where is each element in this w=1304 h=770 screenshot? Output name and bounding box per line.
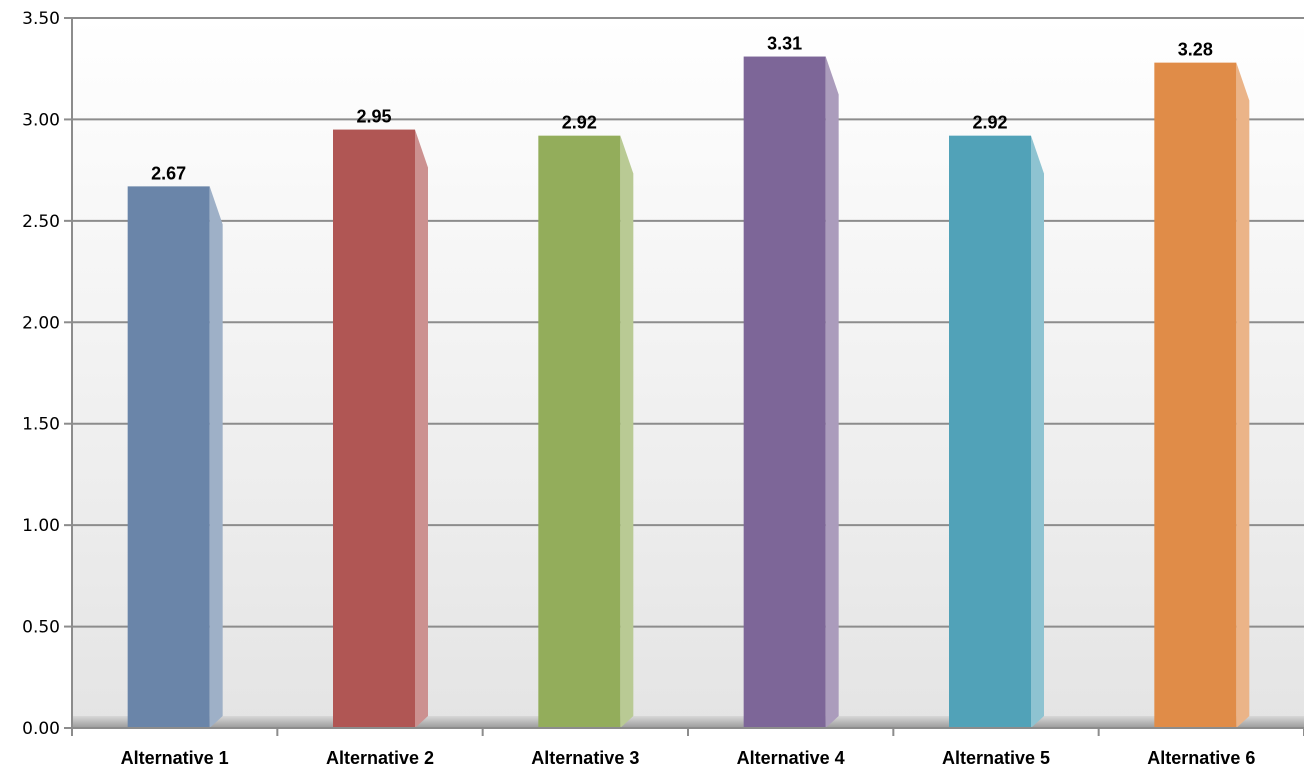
bar-value-label: 2.92 [972,113,1007,133]
gridlines [72,17,1304,628]
bar [1154,62,1237,729]
bar-value-label: 3.28 [1178,40,1213,60]
x-category-label: Alternative 6 [1147,748,1255,768]
axes [71,18,1304,736]
y-tick-label: 0.00 [22,719,60,739]
plot-area [72,18,1304,728]
bar-value-label: 2.67 [151,163,186,183]
bar [949,135,1031,728]
bar-side [415,129,428,729]
bars [127,56,1250,729]
x-category-label: Alternative 1 [121,748,229,768]
data-labels: 2.67 2.95 2.92 3.31 2.92 3.28 [151,34,1213,184]
y-axis-ticks: 0.00 0.50 1.00 1.50 2.00 2.50 3.00 3.50 [22,9,72,739]
bar [127,186,210,728]
bar-value-label: 2.92 [562,113,597,133]
chart-floor [72,716,1304,728]
bar [333,129,415,729]
bar-side [209,186,223,728]
x-axis-labels: Alternative 1 Alternative 2 Alternative 3 A… [121,748,1256,768]
bar-value-label: 2.95 [356,107,391,127]
bar-side [1236,62,1250,729]
y-tick-label: 1.00 [22,516,60,536]
x-category-label: Alternative 3 [531,748,639,768]
y-tick-label: 1.50 [22,415,60,435]
y-tick-label: 3.00 [22,110,60,130]
y-tick-label: 3.50 [22,9,60,29]
bar-side [825,56,839,729]
y-tick-label: 0.50 [22,618,60,638]
x-category-label: Alternative 5 [942,748,1050,768]
bar [743,56,826,729]
x-category-label: Alternative 2 [326,748,434,768]
bar-value-label: 3.31 [767,34,802,54]
x-category-label: Alternative 4 [737,748,845,768]
y-tick-label: 2.00 [22,313,60,333]
y-tick-label: 2.50 [22,212,60,232]
bar-side [620,135,634,728]
bar-side [1031,135,1044,728]
bar [538,135,621,728]
